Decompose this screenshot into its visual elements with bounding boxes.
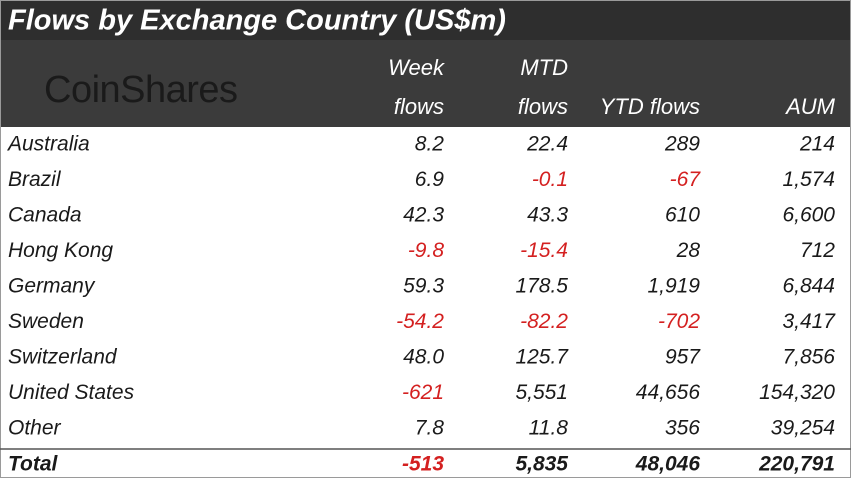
cell-value: 220,791 — [758, 453, 835, 476]
cell-value: -513 — [402, 453, 444, 476]
cell-value: 48,046 — [635, 453, 701, 476]
cell-value: 11.8 — [529, 417, 569, 440]
cell-value: -82.2 — [520, 310, 568, 333]
column-header: YTD flows — [600, 94, 700, 119]
cell-value: 125.7 — [515, 346, 569, 369]
column-header: AUM — [784, 94, 836, 119]
cell-value: 6,844 — [782, 275, 835, 298]
cell-value: 48.0 — [403, 346, 444, 369]
cell-value: 22.4 — [526, 133, 568, 156]
cell-value: 356 — [665, 417, 700, 440]
row-label: Australia — [6, 133, 90, 156]
cell-value: -702 — [658, 310, 700, 333]
cell-value: -0.1 — [532, 168, 568, 191]
row-label: United States — [8, 381, 135, 404]
cell-value: 957 — [665, 346, 701, 369]
row-label: Brazil — [8, 168, 62, 191]
cell-value: 178.5 — [515, 275, 568, 298]
column-header: Week — [388, 55, 445, 80]
cell-value: 610 — [665, 204, 700, 227]
row-label: Total — [8, 453, 59, 476]
cell-value: 59.3 — [403, 275, 444, 298]
cell-value: -67 — [670, 168, 702, 191]
cell-value: 43.3 — [527, 204, 568, 227]
title-band — [0, 0, 851, 40]
column-header: flows — [518, 94, 568, 119]
cell-value: 44,656 — [636, 381, 701, 404]
cell-value: 42.3 — [403, 204, 444, 227]
cell-value: -54.2 — [396, 310, 444, 333]
cell-value: 6.9 — [415, 168, 445, 191]
cell-value: 5,835 — [515, 453, 568, 476]
row-label: Germany — [8, 275, 96, 298]
cell-value: 6,600 — [782, 204, 835, 227]
title: Flows by Exchange Country (US$m) — [8, 5, 506, 37]
cell-value: 712 — [800, 239, 835, 262]
column-header: flows — [394, 94, 444, 119]
cell-value: -15.4 — [520, 239, 568, 262]
cell-value: 289 — [664, 133, 700, 156]
cell-value: 5,551 — [515, 381, 568, 404]
cell-value: 1,574 — [782, 168, 835, 191]
cell-value: 7,856 — [782, 346, 835, 369]
cell-value: -9.8 — [408, 239, 445, 262]
logo: CoinShares — [44, 69, 238, 111]
cell-value: 214 — [799, 133, 835, 156]
cell-value: 1,919 — [647, 275, 700, 298]
cell-value: 8.2 — [415, 133, 445, 156]
row-label: Switzerland — [8, 346, 118, 369]
cell-value: -621 — [402, 381, 444, 404]
column-header: MTD — [520, 55, 568, 80]
row-label: Other — [8, 417, 62, 440]
row-label: Sweden — [8, 310, 84, 333]
cell-value: 39,254 — [771, 417, 835, 440]
cell-value: 154,320 — [759, 381, 835, 404]
row-label: Hong Kong — [8, 239, 113, 262]
cell-value: 7.8 — [415, 417, 445, 440]
cell-value: 3,417 — [782, 310, 836, 333]
cell-value: 28 — [676, 239, 701, 262]
row-label: Canada — [8, 204, 82, 227]
